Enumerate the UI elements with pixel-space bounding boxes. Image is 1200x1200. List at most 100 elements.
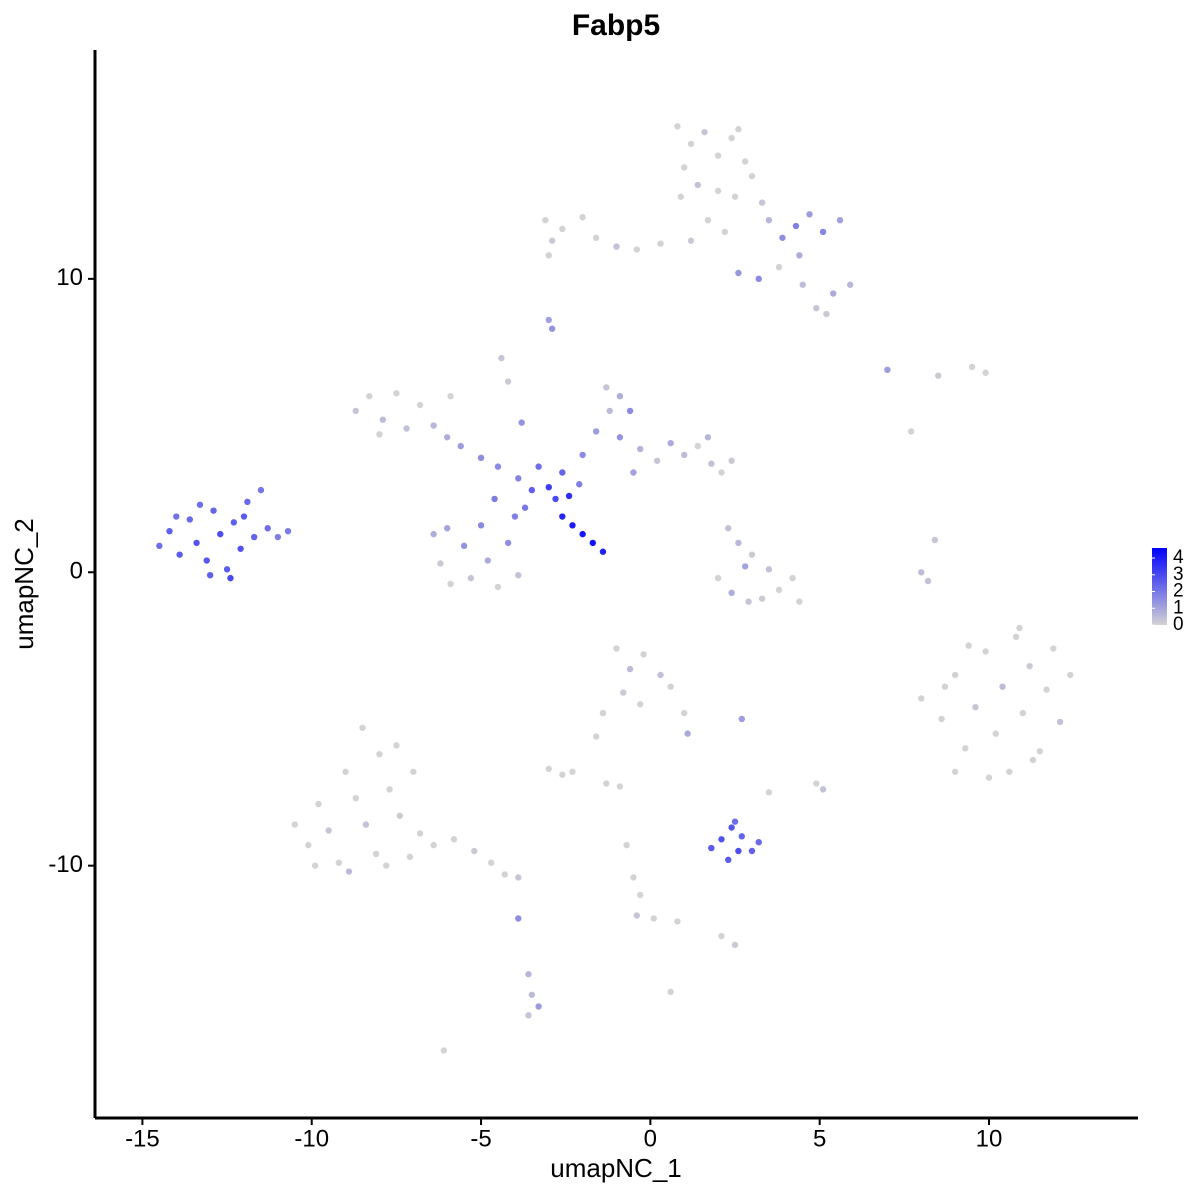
point (813, 780, 820, 787)
point (1006, 768, 1013, 775)
point (494, 583, 502, 591)
point (657, 240, 664, 247)
point (521, 504, 529, 511)
point (603, 780, 610, 787)
point (799, 281, 806, 288)
point (626, 407, 634, 415)
point (714, 574, 722, 582)
point (667, 683, 674, 690)
point (1016, 624, 1023, 632)
point (918, 695, 925, 702)
point (450, 836, 458, 843)
point (376, 431, 383, 438)
point (606, 407, 613, 415)
point (1056, 718, 1064, 726)
point (745, 598, 752, 605)
point (366, 393, 373, 400)
point (765, 566, 773, 573)
point (274, 533, 282, 541)
point (237, 545, 244, 552)
point (193, 539, 200, 547)
point (620, 689, 627, 696)
point (504, 378, 512, 385)
point (728, 589, 735, 597)
point (728, 824, 735, 831)
point (758, 595, 766, 602)
point (704, 216, 712, 224)
point (359, 724, 366, 731)
point (430, 530, 437, 538)
point (884, 366, 891, 374)
point (528, 991, 536, 998)
point (535, 463, 542, 470)
y-tick-label: 0 (70, 558, 83, 585)
point (938, 715, 945, 723)
colorbar-tick-label: 1 (1173, 597, 1184, 618)
x-axis-label: umapNC_1 (550, 1153, 682, 1183)
point (393, 390, 400, 397)
point (765, 216, 773, 224)
x-tick-label: 5 (813, 1125, 826, 1152)
point (257, 486, 265, 494)
point (443, 525, 451, 532)
point (755, 838, 762, 846)
point (965, 642, 972, 649)
point (687, 237, 695, 244)
point (704, 434, 712, 441)
y-axis-label: umapNC_2 (9, 518, 39, 650)
point (244, 498, 251, 506)
point (528, 486, 536, 494)
point (819, 228, 827, 236)
point (403, 425, 410, 432)
point (637, 445, 644, 453)
point (735, 539, 742, 547)
point (667, 988, 674, 996)
point (765, 789, 773, 796)
point (579, 214, 586, 221)
point (748, 551, 756, 558)
point (352, 794, 359, 802)
point (291, 821, 298, 828)
point (1019, 709, 1027, 717)
point (406, 853, 414, 861)
point (718, 932, 725, 940)
point (735, 269, 742, 277)
point (806, 211, 813, 218)
point (687, 140, 695, 148)
x-tick-label: 10 (976, 1125, 1003, 1152)
point (240, 513, 248, 520)
point (796, 598, 803, 605)
point (386, 786, 393, 793)
point (552, 495, 559, 503)
point (650, 915, 657, 922)
x-tick-label: 0 (644, 1125, 657, 1152)
point (430, 841, 437, 849)
point (515, 571, 522, 579)
point (210, 507, 217, 514)
point (708, 844, 715, 852)
point (968, 363, 976, 371)
point (633, 246, 641, 253)
point (545, 316, 552, 324)
point (206, 571, 214, 579)
point (548, 325, 556, 332)
point (616, 783, 624, 790)
point (684, 730, 691, 737)
point (376, 750, 383, 758)
point (623, 841, 630, 849)
point (173, 513, 180, 520)
point (217, 530, 224, 538)
point (525, 1012, 532, 1019)
point (416, 830, 424, 837)
point (789, 574, 796, 582)
point (362, 821, 370, 828)
point (383, 862, 390, 869)
point (250, 533, 258, 541)
point (972, 704, 979, 711)
point (548, 237, 556, 244)
point (667, 439, 674, 447)
point (701, 128, 708, 136)
point (728, 457, 735, 464)
colorbar (1152, 548, 1167, 625)
